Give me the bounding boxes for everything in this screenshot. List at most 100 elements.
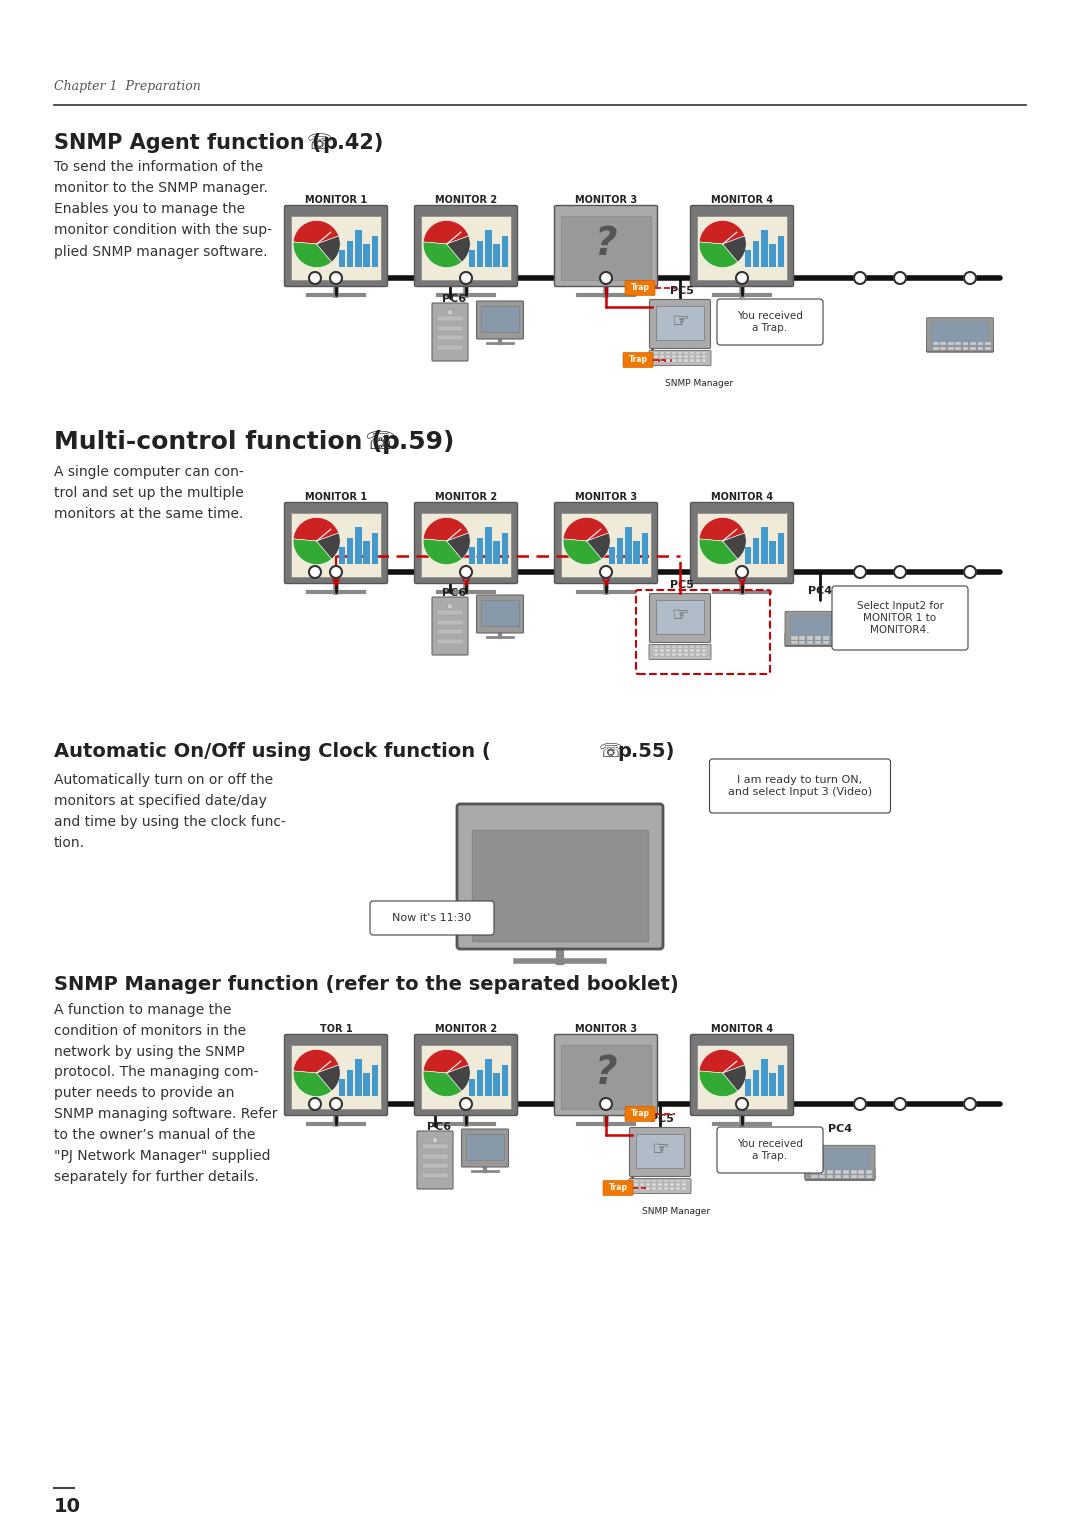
Bar: [810, 1148, 869, 1176]
Bar: [827, 1170, 833, 1174]
Bar: [561, 1044, 651, 1109]
Bar: [481, 600, 518, 626]
Bar: [823, 641, 828, 644]
Bar: [769, 244, 777, 267]
Bar: [684, 351, 688, 354]
Bar: [690, 646, 694, 649]
Circle shape: [854, 1098, 866, 1110]
Bar: [838, 641, 845, 644]
Bar: [835, 1170, 841, 1174]
FancyBboxPatch shape: [649, 351, 711, 365]
Bar: [672, 654, 676, 655]
Bar: [469, 547, 475, 563]
FancyBboxPatch shape: [629, 1179, 691, 1194]
Bar: [697, 1044, 787, 1109]
Bar: [634, 1186, 638, 1190]
Bar: [677, 649, 683, 652]
Bar: [639, 1186, 645, 1190]
Text: PC5: PC5: [650, 1115, 674, 1124]
Text: ☞: ☞: [672, 606, 689, 625]
Wedge shape: [316, 237, 340, 263]
Circle shape: [964, 567, 976, 579]
Bar: [753, 538, 759, 563]
Text: Select Input2 for
MONITOR 1 to
MONITOR4.: Select Input2 for MONITOR 1 to MONITOR4.: [856, 602, 944, 635]
Bar: [970, 342, 976, 345]
Bar: [962, 342, 969, 345]
Text: ☞: ☞: [651, 1139, 669, 1159]
Bar: [744, 547, 752, 563]
FancyBboxPatch shape: [461, 1128, 509, 1167]
Text: MONITOR 1: MONITOR 1: [305, 195, 367, 205]
Bar: [665, 646, 671, 649]
Circle shape: [447, 310, 453, 315]
Bar: [820, 1170, 825, 1174]
FancyBboxPatch shape: [415, 206, 517, 287]
Text: PC6: PC6: [442, 588, 467, 599]
Wedge shape: [316, 533, 340, 559]
Text: MONITOR 2: MONITOR 2: [435, 492, 497, 502]
Text: Automatically turn on or off the
monitors at specified date/day
and time by usin: Automatically turn on or off the monitor…: [54, 773, 286, 851]
Bar: [437, 611, 463, 615]
Wedge shape: [586, 533, 610, 559]
Bar: [696, 351, 701, 354]
Circle shape: [460, 1098, 472, 1110]
Text: MONITOR 3: MONITOR 3: [575, 492, 637, 502]
Wedge shape: [423, 539, 462, 565]
Bar: [421, 1044, 511, 1109]
Bar: [838, 637, 845, 640]
Text: You received
a Trap.: You received a Trap.: [737, 1139, 802, 1161]
Text: PC4: PC4: [808, 586, 832, 596]
FancyBboxPatch shape: [284, 502, 388, 583]
FancyBboxPatch shape: [625, 1107, 654, 1121]
Bar: [791, 615, 850, 643]
Bar: [672, 356, 676, 357]
Wedge shape: [699, 241, 738, 267]
Bar: [847, 641, 852, 644]
Bar: [985, 347, 990, 350]
Bar: [835, 1174, 841, 1179]
Bar: [677, 351, 683, 354]
Bar: [437, 345, 463, 350]
Text: ☏: ☏: [364, 431, 395, 454]
Bar: [422, 1173, 448, 1177]
Bar: [467, 1133, 504, 1159]
FancyBboxPatch shape: [476, 301, 524, 339]
Bar: [665, 654, 671, 655]
Bar: [702, 649, 706, 652]
Bar: [658, 1183, 662, 1186]
Bar: [985, 342, 990, 345]
Text: ☏: ☏: [599, 742, 623, 760]
Bar: [653, 646, 659, 649]
Bar: [823, 637, 828, 640]
Bar: [651, 1183, 657, 1186]
Bar: [651, 1180, 657, 1182]
Bar: [753, 1070, 759, 1096]
FancyBboxPatch shape: [554, 1034, 658, 1116]
Bar: [437, 638, 463, 644]
Wedge shape: [423, 220, 469, 244]
FancyBboxPatch shape: [603, 1180, 633, 1196]
Bar: [977, 342, 984, 345]
Wedge shape: [423, 1049, 469, 1073]
Bar: [660, 654, 664, 655]
Wedge shape: [423, 1070, 462, 1096]
Bar: [653, 359, 659, 362]
Bar: [421, 513, 511, 577]
Circle shape: [854, 567, 866, 579]
Bar: [702, 646, 706, 649]
Bar: [485, 527, 491, 563]
FancyBboxPatch shape: [432, 302, 468, 360]
Text: MONITOR 2: MONITOR 2: [435, 195, 497, 205]
Bar: [477, 1070, 484, 1096]
FancyBboxPatch shape: [284, 1034, 388, 1116]
Bar: [941, 347, 946, 350]
Bar: [696, 646, 701, 649]
Circle shape: [330, 272, 342, 284]
Bar: [827, 1174, 833, 1179]
FancyBboxPatch shape: [649, 594, 711, 643]
Circle shape: [964, 1098, 976, 1110]
Bar: [792, 641, 797, 644]
Wedge shape: [293, 518, 339, 541]
Circle shape: [309, 567, 321, 579]
Circle shape: [735, 272, 748, 284]
